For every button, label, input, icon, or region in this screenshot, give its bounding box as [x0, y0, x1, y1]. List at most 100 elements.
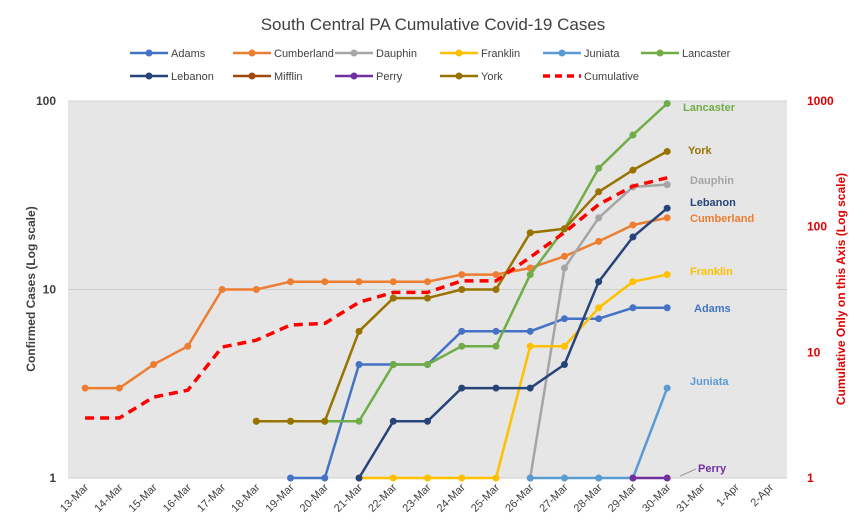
right-axis-ticks: 1 10 100 1000 — [807, 94, 834, 485]
series-label-juniata: Juniata — [690, 376, 729, 388]
legend-swatch-marker — [455, 49, 463, 57]
data-point-lebanon — [424, 417, 431, 425]
data-point-lebanon — [389, 417, 397, 425]
data-point-cumberland — [389, 278, 397, 286]
data-point-cumberland — [115, 384, 123, 392]
data-point-cumberland — [424, 278, 431, 286]
data-point-lebanon — [458, 384, 466, 392]
legend-swatch-marker — [248, 49, 256, 57]
data-point-cumberland — [150, 361, 158, 369]
data-point-adams — [629, 304, 637, 312]
data-point-lebanon — [663, 204, 671, 212]
legend-label: Adams — [171, 48, 206, 60]
data-point-lancaster — [424, 361, 431, 369]
data-point-york — [526, 229, 534, 237]
data-point-lebanon — [492, 384, 500, 392]
left-tick-label: 10 — [43, 283, 57, 297]
data-point-cumberland — [355, 278, 363, 286]
data-point-lancaster — [526, 271, 534, 279]
data-point-york — [663, 147, 671, 155]
data-point-cumberland — [526, 264, 534, 272]
legend-swatch-marker — [350, 49, 358, 57]
series-labels: Adams Cumberland Dauphin Franklin Juniata Lan… — [679, 102, 754, 477]
data-point-lancaster — [458, 342, 466, 350]
data-point-cumberland — [218, 286, 226, 293]
data-point-franklin — [389, 474, 397, 482]
data-point-cumberland — [629, 221, 637, 229]
legend-item-lebanon: Lebanon — [130, 71, 214, 83]
data-point-franklin — [560, 342, 568, 350]
left-axis-ticks: 1 10 100 — [36, 94, 56, 485]
legend-item-juniata: Juniata — [543, 48, 620, 60]
legend-label: Juniata — [584, 48, 620, 60]
left-tick-label: 1 — [49, 471, 56, 485]
legend-label: Lancaster — [682, 48, 731, 60]
chart-title: South Central PA Cumulative Covid-19 Cas… — [261, 15, 606, 34]
data-point-york — [629, 166, 637, 174]
data-point-lebanon — [560, 361, 568, 369]
data-point-adams — [355, 361, 363, 369]
data-point-juniata — [560, 474, 568, 482]
legend-swatch-marker — [455, 72, 463, 80]
data-point-adams — [287, 474, 295, 482]
series-label-lancaster: Lancaster — [683, 102, 736, 114]
data-point-lebanon — [629, 233, 637, 241]
legend-label: York — [481, 71, 503, 83]
data-point-york — [560, 225, 568, 233]
legend-label: Perry — [376, 71, 403, 83]
data-point-lancaster — [355, 417, 363, 425]
legend-label: Lebanon — [171, 71, 214, 83]
legend-label: Franklin — [481, 48, 520, 60]
series-line-cumberland — [85, 216, 668, 390]
data-point-perry — [629, 474, 637, 482]
data-point-lancaster — [663, 99, 671, 107]
series-label-franklin: Franklin — [690, 266, 733, 278]
series-line-lebanon — [357, 207, 669, 479]
legend-label: Cumulative — [584, 71, 639, 83]
legend-item-lancaster: Lancaster — [641, 48, 731, 60]
data-point-cumberland — [492, 271, 500, 279]
legend-item-york: York — [440, 71, 503, 83]
data-point-juniata — [663, 384, 671, 392]
right-axis-label: Cumulative Only on this Axis (Log scale) — [834, 173, 848, 405]
data-point-york — [595, 188, 603, 196]
data-point-cumberland — [595, 237, 603, 245]
data-point-adams — [492, 327, 500, 335]
series-label-york: York — [688, 145, 713, 157]
data-point-franklin — [458, 474, 466, 482]
data-point-cumberland — [560, 252, 568, 260]
legend-item-mifflin: Mifflin — [233, 71, 303, 83]
series-label-adams: Adams — [694, 303, 731, 315]
data-point-cumberland — [252, 286, 260, 293]
data-point-cumberland — [81, 384, 89, 392]
legend-label: Mifflin — [274, 71, 303, 83]
series-line-adams — [290, 306, 668, 480]
legend-item-franklin: Franklin — [440, 48, 520, 60]
data-point-york — [458, 286, 466, 293]
data-point-lebanon — [595, 278, 603, 286]
series-label-cumberland: Cumberland — [690, 213, 754, 225]
legend-swatch-marker — [558, 49, 566, 57]
data-point-lancaster — [629, 131, 637, 139]
data-point-adams — [321, 474, 329, 482]
data-point-cumberland — [184, 342, 192, 350]
legend-label: Dauphin — [376, 48, 417, 60]
data-point-york — [492, 286, 500, 293]
legend-item-perry: Perry — [335, 71, 403, 83]
data-point-york — [424, 294, 431, 302]
data-point-cumberland — [458, 271, 466, 279]
data-point-lancaster — [595, 164, 603, 172]
data-point-franklin — [595, 304, 603, 312]
left-axis-label: Confirmed Cases (Log scale) — [24, 206, 38, 371]
series-line-cumulative — [85, 176, 668, 420]
data-point-franklin — [424, 474, 431, 482]
data-point-franklin — [526, 342, 534, 350]
right-tick-label: 10 — [807, 345, 821, 359]
data-point-adams — [663, 304, 671, 312]
legend-item-dauphin: Dauphin — [335, 48, 417, 60]
data-point-lebanon — [526, 384, 534, 392]
data-point-perry — [663, 474, 671, 482]
data-point-franklin — [492, 474, 500, 482]
data-point-cumberland — [321, 278, 329, 286]
